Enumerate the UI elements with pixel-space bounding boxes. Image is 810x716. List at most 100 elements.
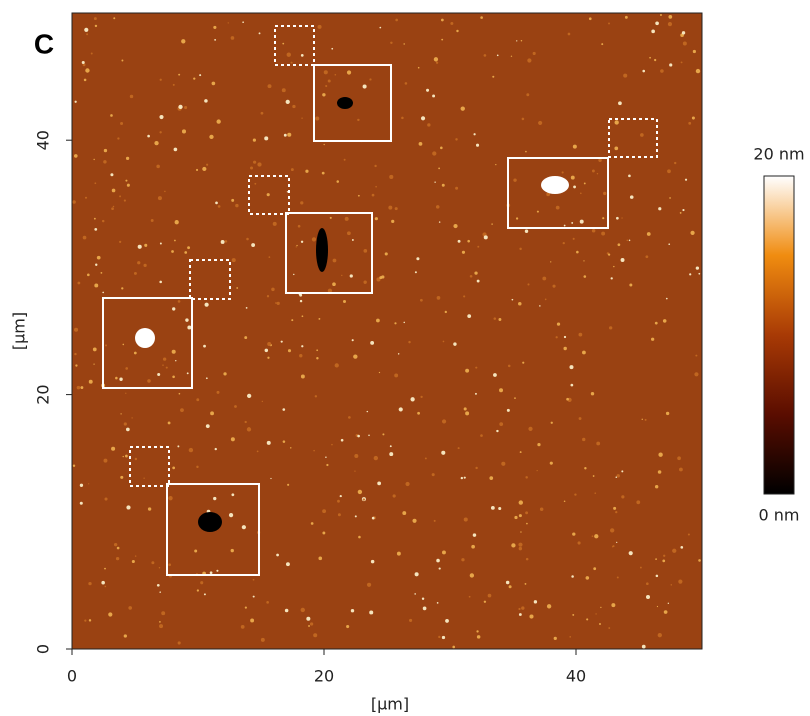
speck: [613, 265, 615, 268]
speck: [621, 495, 625, 499]
speck: [254, 182, 257, 185]
speck: [351, 239, 354, 241]
speck: [122, 455, 124, 458]
speck: [629, 195, 634, 199]
dotted-box: [189, 259, 231, 300]
speck: [74, 352, 77, 356]
speck: [156, 583, 160, 587]
speck: [196, 465, 199, 469]
speck: [346, 70, 352, 75]
speck: [463, 517, 468, 522]
speck: [518, 500, 523, 505]
speck: [363, 249, 368, 253]
speck: [185, 318, 189, 322]
speck: [433, 519, 436, 522]
speck: [465, 411, 470, 416]
speck: [414, 572, 419, 577]
speck: [353, 354, 358, 359]
speck: [115, 376, 118, 380]
speck: [519, 451, 522, 454]
speck: [316, 349, 319, 352]
speck: [79, 501, 83, 505]
speck: [214, 38, 217, 41]
speck: [300, 374, 305, 379]
speck: [134, 457, 138, 461]
speck: [247, 393, 252, 398]
y-tick-label: 0: [34, 644, 53, 654]
speck: [594, 534, 599, 539]
speck: [438, 567, 441, 570]
speck: [629, 283, 633, 287]
speck: [427, 123, 431, 127]
speck: [178, 392, 181, 395]
speck: [82, 63, 86, 67]
speck: [121, 287, 124, 290]
speck: [667, 602, 670, 604]
feature: [316, 228, 328, 272]
speck: [665, 411, 670, 416]
speck: [611, 546, 614, 548]
speck: [174, 220, 179, 225]
speck: [282, 440, 286, 443]
speck: [76, 385, 81, 390]
speck: [602, 217, 605, 220]
speck: [469, 274, 473, 278]
speck: [546, 192, 550, 197]
speck: [369, 610, 374, 615]
speck: [150, 219, 154, 222]
speck: [576, 250, 579, 254]
speck: [572, 532, 576, 536]
speck: [104, 585, 107, 588]
speck: [668, 15, 673, 19]
speck: [609, 528, 615, 533]
speck: [377, 481, 382, 486]
speck: [518, 542, 523, 547]
region-box: [285, 212, 373, 294]
speck: [79, 483, 84, 487]
speck: [234, 405, 237, 408]
speck: [480, 16, 483, 19]
speck: [90, 52, 93, 55]
speck: [363, 280, 367, 284]
speck: [476, 635, 481, 639]
speck: [374, 217, 378, 221]
speck: [420, 116, 426, 121]
speck: [299, 293, 303, 297]
speck: [205, 377, 208, 380]
speck: [498, 318, 502, 321]
speck: [463, 476, 466, 479]
speck: [95, 263, 98, 266]
speck: [507, 364, 511, 368]
speck: [357, 434, 360, 438]
speck: [101, 580, 105, 585]
speck: [371, 193, 375, 197]
speck: [471, 544, 475, 549]
speck: [305, 169, 309, 173]
speck: [384, 252, 388, 256]
speck: [177, 300, 181, 303]
speck: [144, 243, 148, 247]
speck: [389, 445, 392, 448]
speck: [532, 51, 536, 56]
speck: [408, 340, 411, 344]
speck: [669, 63, 673, 67]
speck: [348, 416, 351, 419]
speck: [403, 43, 405, 45]
speck: [483, 54, 487, 57]
speck: [483, 235, 488, 240]
speck: [332, 282, 336, 287]
speck: [224, 240, 228, 243]
speck: [600, 606, 602, 609]
speck: [397, 353, 400, 355]
speck: [436, 602, 439, 604]
speck: [181, 129, 187, 134]
speck: [260, 637, 265, 642]
speck: [555, 205, 560, 210]
speck: [151, 561, 155, 565]
speck: [549, 461, 553, 465]
speck: [102, 291, 105, 294]
speck: [175, 360, 177, 362]
speck: [267, 84, 272, 89]
speck: [301, 117, 303, 119]
speck: [441, 450, 446, 455]
